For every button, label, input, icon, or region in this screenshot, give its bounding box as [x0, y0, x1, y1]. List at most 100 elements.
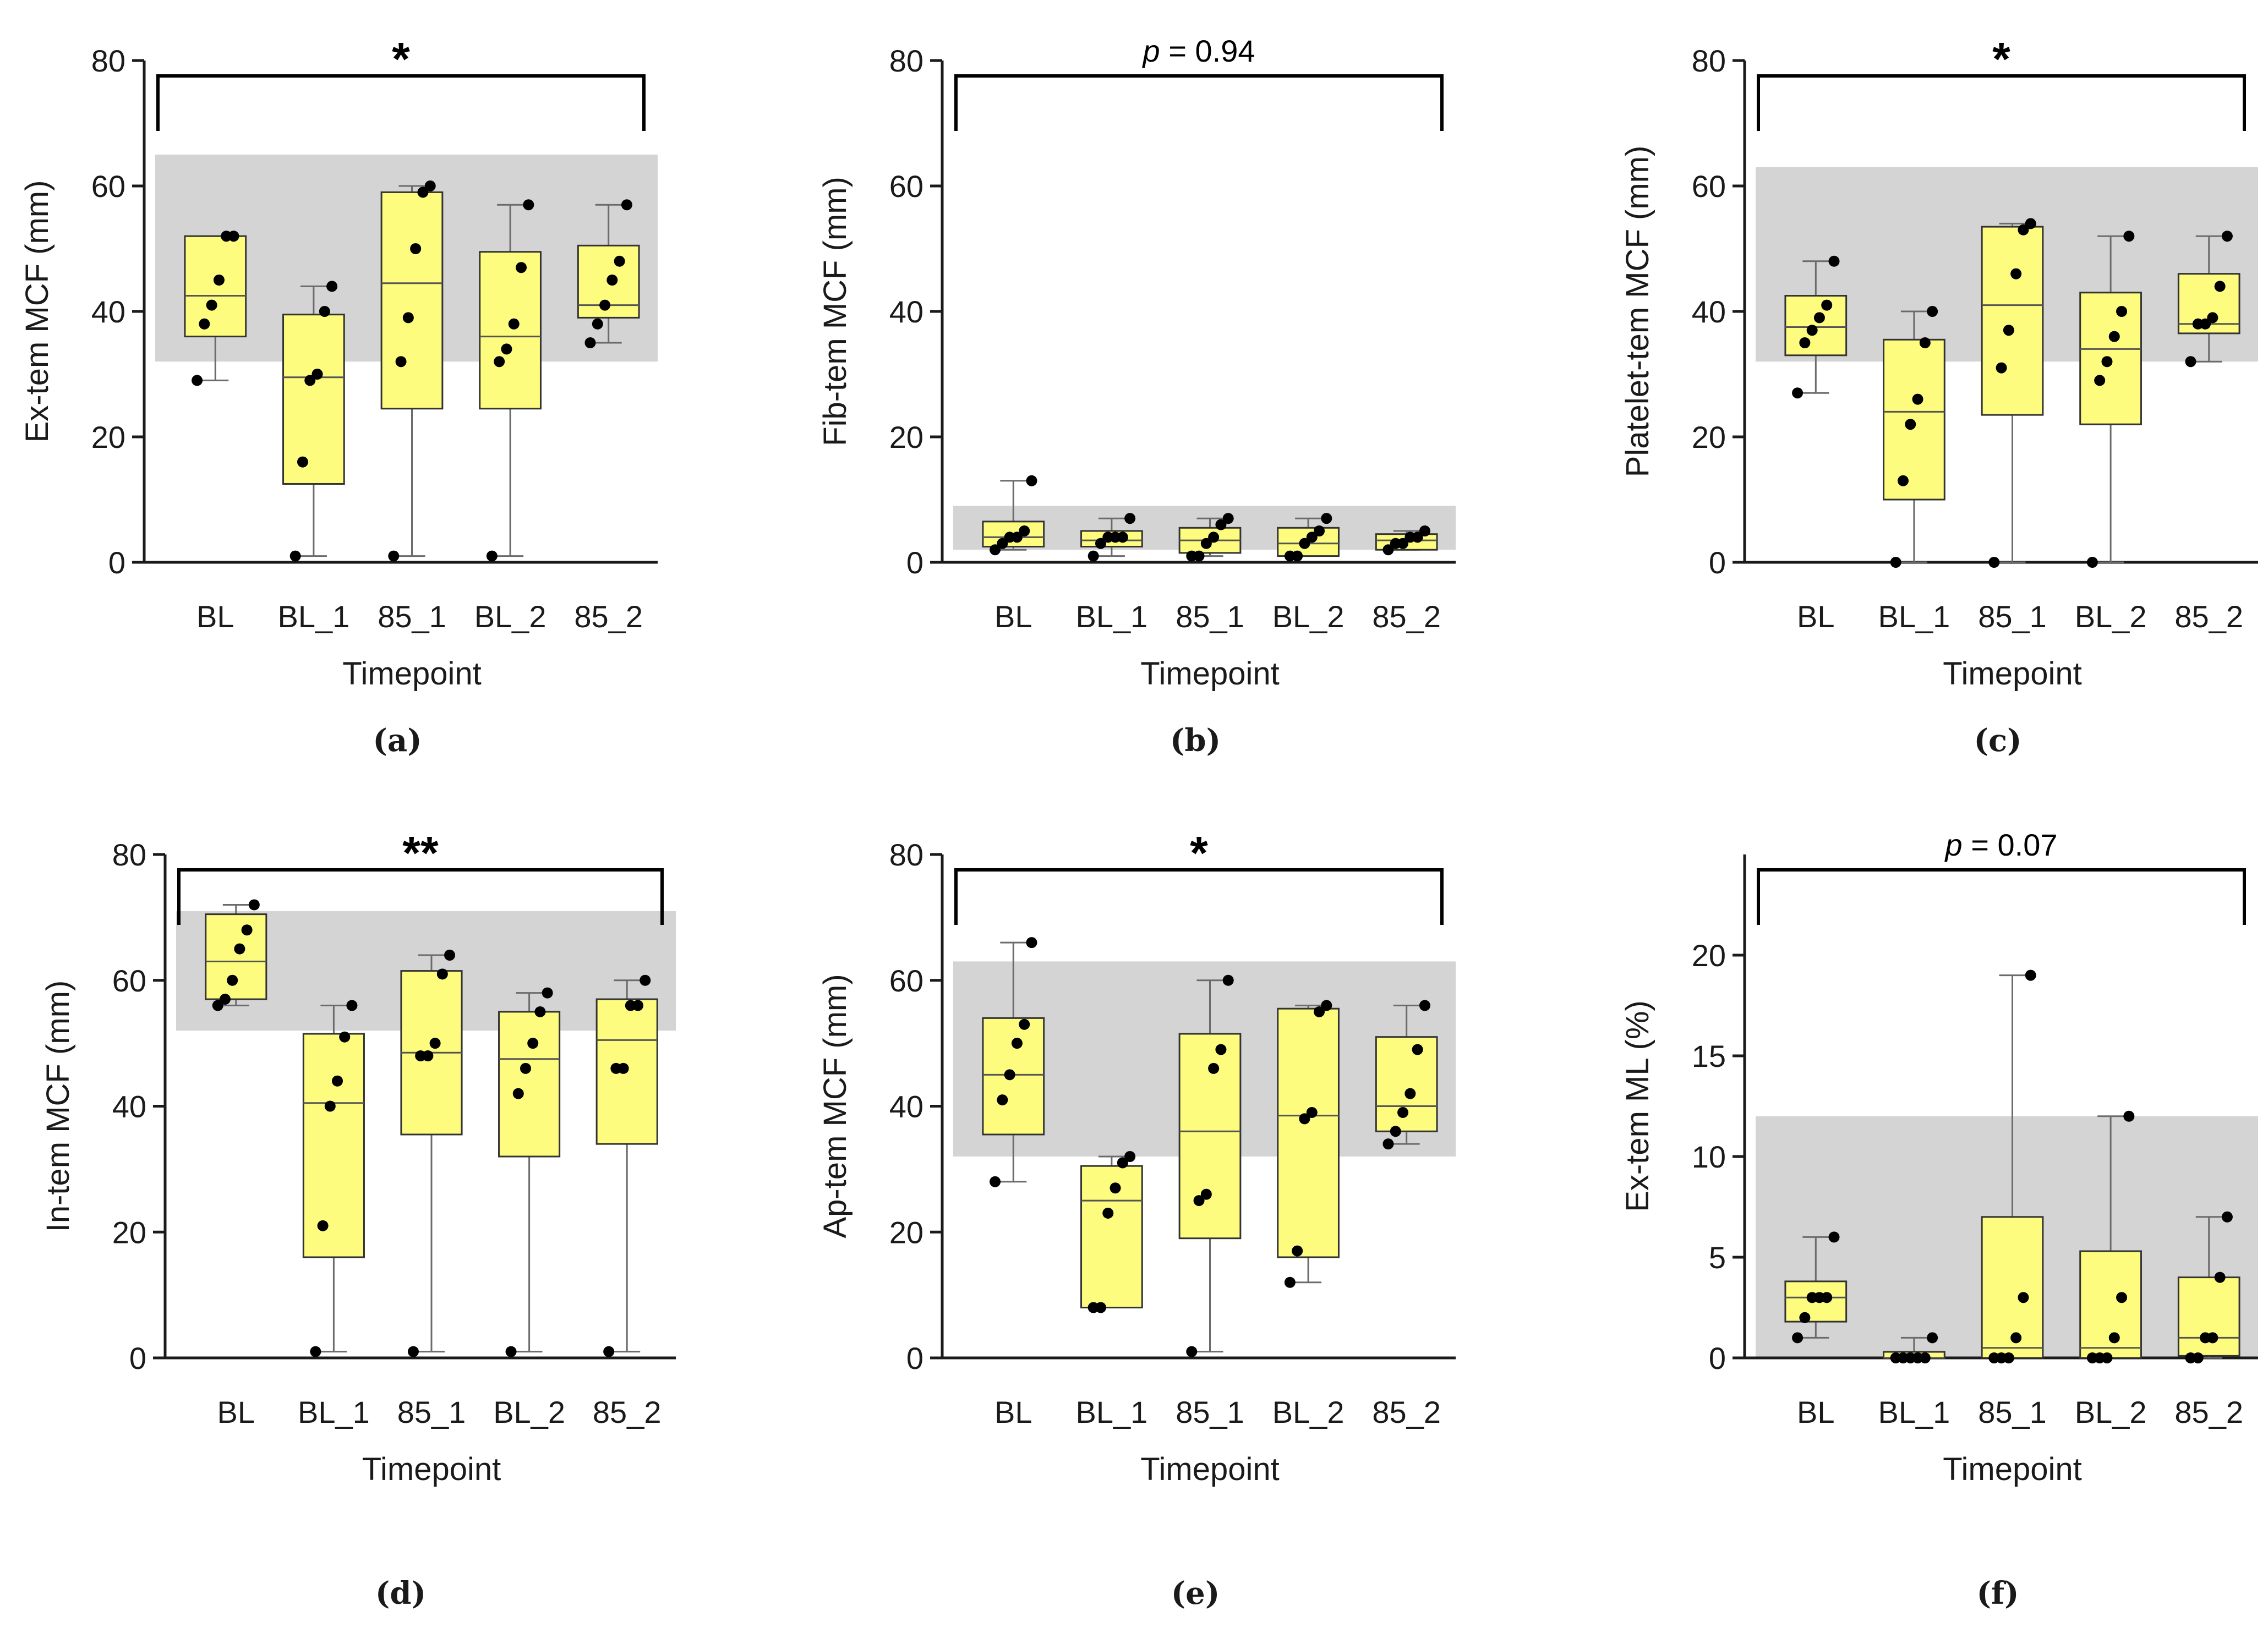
data-point	[1919, 1352, 1931, 1363]
data-point	[2101, 356, 2113, 368]
data-point	[1799, 337, 1811, 348]
x-axis-label: Timepoint	[1140, 656, 1280, 692]
y-tick-label: 80	[91, 43, 125, 78]
data-point	[2025, 218, 2036, 229]
data-point	[2116, 1292, 2128, 1303]
data-point	[199, 318, 210, 330]
x-tick-label: 85_2	[574, 599, 643, 634]
data-point	[407, 1346, 419, 1357]
significance-marker: *	[1992, 33, 2010, 85]
data-point	[1412, 531, 1423, 543]
data-point	[2221, 231, 2233, 242]
data-point	[1110, 1182, 1121, 1194]
data-point	[1382, 1138, 1394, 1150]
data-point	[2003, 325, 2014, 336]
data-point	[444, 950, 456, 961]
data-point	[1087, 550, 1099, 562]
data-point	[310, 1346, 321, 1357]
data-point	[1321, 513, 1332, 524]
data-point	[2018, 1292, 2029, 1303]
x-tick-label: BL_1	[1076, 599, 1148, 634]
x-tick-label: BL	[1797, 599, 1835, 634]
data-point	[990, 544, 1001, 556]
y-tick-label: 80	[1692, 43, 1726, 78]
x-tick-label: BL_2	[2075, 599, 2147, 634]
data-point	[1419, 525, 1430, 536]
y-tick-label: 0	[1709, 545, 1726, 580]
p-value-symbol: p	[1142, 34, 1160, 68]
y-tick-label: 60	[889, 963, 923, 998]
x-tick-label: 85_2	[1372, 1395, 1441, 1429]
data-point	[2207, 312, 2218, 324]
x-tick-label: BL	[994, 1395, 1032, 1429]
data-point	[1193, 550, 1205, 562]
data-point	[1004, 1069, 1015, 1081]
data-point	[527, 1038, 539, 1049]
box-iqr	[2177, 1276, 2240, 1357]
box-BL	[184, 235, 247, 381]
data-point	[1117, 1157, 1128, 1169]
panel-label: (f)	[1976, 1575, 2019, 1612]
x-tick-label: BL_1	[1076, 1395, 1148, 1429]
data-point	[1828, 1231, 1840, 1243]
data-point	[319, 306, 330, 317]
data-point	[1927, 1332, 1938, 1344]
data-point	[289, 550, 301, 562]
data-point	[317, 1220, 329, 1231]
data-point	[1306, 1106, 1318, 1118]
data-point	[192, 375, 203, 386]
data-point	[1124, 513, 1136, 524]
y-tick-label: 0	[906, 545, 923, 580]
data-point	[395, 356, 407, 368]
y-tick-label: 20	[889, 1215, 923, 1250]
y-tick-label: 80	[112, 837, 146, 872]
x-tick-label: 85_1	[1978, 1395, 2047, 1429]
data-point	[523, 199, 534, 211]
y-tick-label: 5	[1709, 1240, 1726, 1275]
data-point	[599, 299, 611, 311]
box-BL_1	[1080, 1155, 1143, 1308]
x-tick-label: BL_2	[2075, 1395, 2147, 1429]
significance-bracket	[1757, 74, 2246, 131]
data-point	[1208, 531, 1220, 543]
box-iqr	[184, 235, 247, 338]
data-point	[520, 1062, 531, 1074]
significance-marker: **	[402, 827, 439, 879]
y-tick-label: 60	[91, 169, 125, 204]
data-point	[402, 312, 414, 324]
data-point	[2010, 1332, 2022, 1344]
box-BL_2	[479, 204, 542, 557]
data-point	[326, 281, 338, 292]
significance-bracket	[954, 868, 1444, 925]
y-tick-label: 60	[1692, 169, 1726, 204]
box-85_1	[400, 954, 463, 1353]
x-tick-label: BL_1	[278, 599, 350, 634]
box-iqr	[1375, 1036, 1438, 1132]
data-point	[2207, 1332, 2218, 1344]
data-point	[2214, 281, 2226, 292]
box-iqr	[1981, 226, 2044, 416]
data-point	[1306, 531, 1318, 543]
box-iqr	[205, 913, 267, 1000]
data-point	[614, 255, 625, 267]
data-point	[1397, 538, 1409, 549]
y-tick-label: 20	[889, 420, 923, 454]
data-point	[1299, 538, 1310, 549]
data-point	[1215, 519, 1227, 530]
data-point	[1919, 337, 1931, 348]
data-point	[592, 318, 603, 330]
y-tick-label: 20	[91, 420, 125, 454]
data-point	[1821, 299, 1833, 311]
y-tick-label: 20	[1692, 938, 1726, 973]
x-tick-label: BL_2	[493, 1395, 565, 1429]
data-point	[486, 550, 498, 562]
data-point	[346, 1000, 358, 1011]
data-point	[324, 1100, 336, 1112]
panel-label: (c)	[1974, 722, 2021, 759]
data-point	[1419, 1000, 1430, 1011]
y-axis-label: Ex-tem MCF (mm)	[19, 180, 55, 443]
data-point	[248, 899, 260, 911]
x-tick-label: BL	[1797, 1395, 1835, 1429]
significance-marker: *	[392, 33, 410, 85]
data-point	[1186, 1346, 1198, 1357]
